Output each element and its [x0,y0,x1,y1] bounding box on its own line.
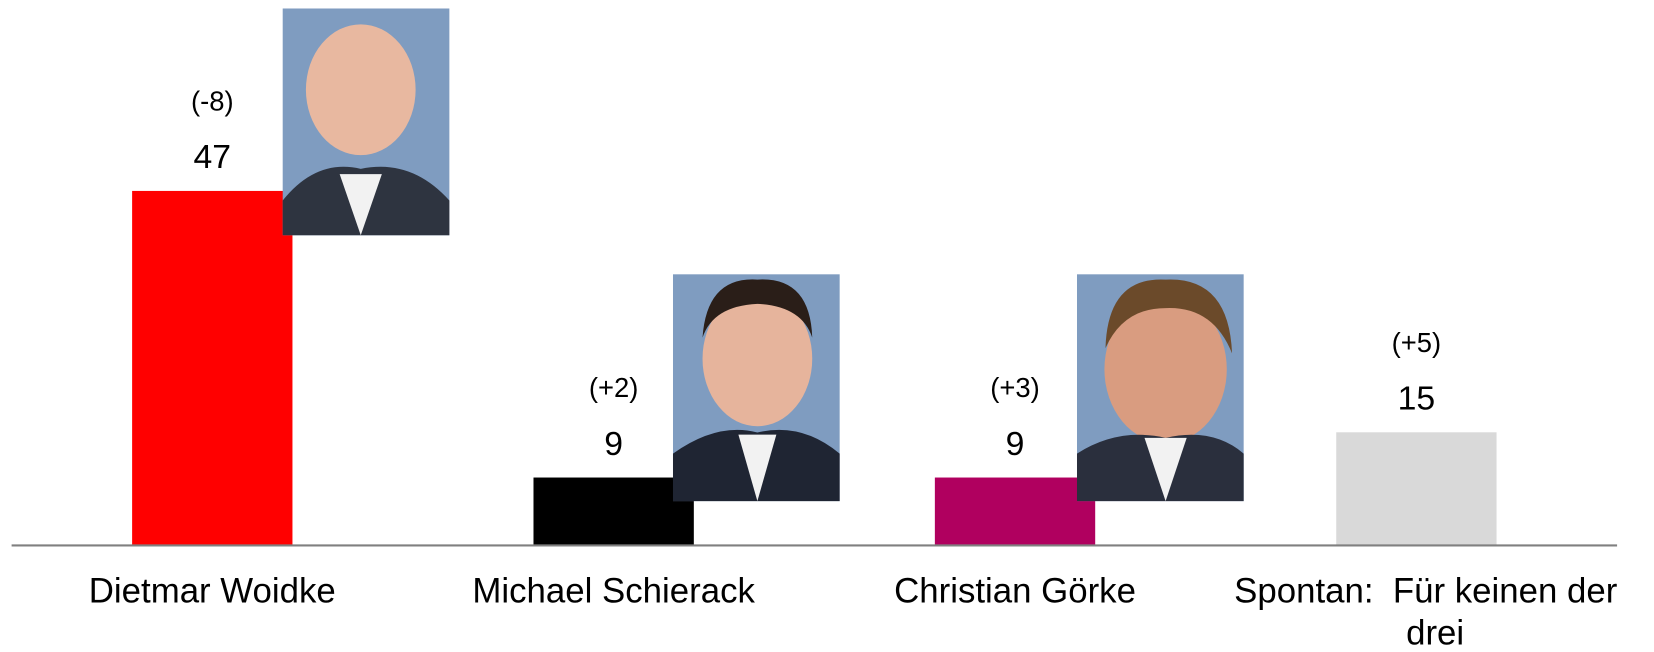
annotation: (+2) [589,372,639,403]
x-label-box: Michael Schierack [413,570,814,652]
bar [935,478,1095,546]
annotation: (-8) [191,86,234,117]
photo [1077,274,1244,501]
value-label: 47 [194,138,232,176]
value-label: 9 [604,425,623,463]
x-tick-label: Christian Görke [815,570,1216,612]
x-label-box: Dietmar Woidke [12,570,413,652]
value-label: 9 [1006,425,1025,463]
annotation: (+3) [990,372,1040,403]
chart: 47 (-8) 9 (+2) 9 (+3) 15 (+5) Dietmar WoidkeMic… [0,0,1654,652]
photo [283,8,450,235]
x-label-box: Spontan: Für keinen der drei [1234,570,1648,652]
x-label-box: Christian Görke [815,570,1216,652]
photo [673,274,840,501]
x-tick-label: Dietmar Woidke [12,570,413,612]
bar [533,478,693,546]
bar [132,191,292,545]
annotation: (+5) [1392,327,1442,358]
value-label: 15 [1398,380,1436,418]
x-tick-label: Michael Schierack [413,570,814,612]
page: 47 (-8) 9 (+2) 9 (+3) 15 (+5) Dietmar WoidkeMic… [0,0,1654,652]
bar [1336,432,1496,545]
x-tick-label: Spontan: Für keinen der drei [1234,570,1648,652]
